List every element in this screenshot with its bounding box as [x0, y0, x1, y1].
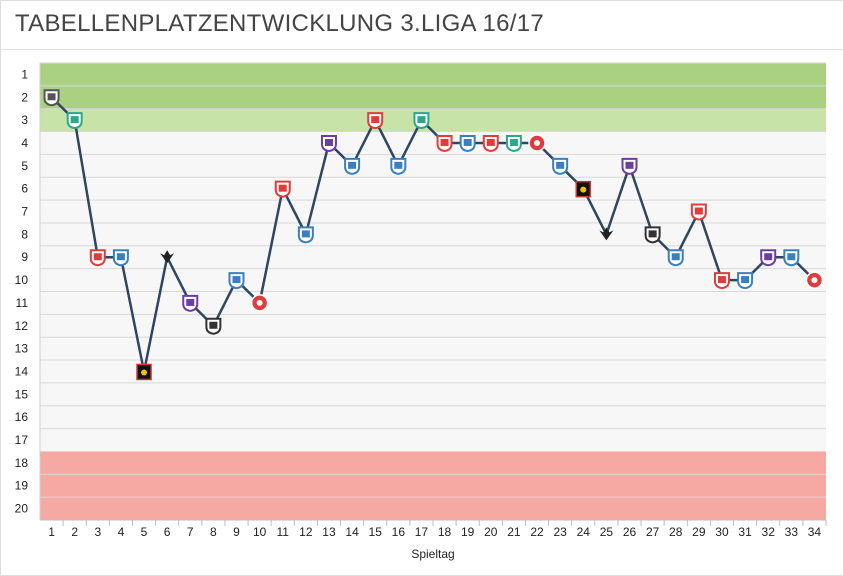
x-tick-label: 34	[808, 525, 822, 539]
data-point-marker-detail	[348, 161, 357, 169]
data-point-marker-detail	[764, 253, 773, 261]
y-tick-label: 4	[21, 136, 28, 150]
y-tick-label: 16	[15, 410, 29, 424]
y-tick-label: 1	[21, 67, 28, 81]
data-point-marker-detail	[141, 369, 148, 376]
x-tick-label: 25	[600, 525, 614, 539]
y-tick-label: 8	[21, 227, 28, 241]
y-tick-label: 6	[21, 182, 28, 196]
data-point-marker-detail	[671, 253, 680, 261]
chart-title: TABELLENPLATZENTWICKLUNG 3.LIGA 16/17	[15, 10, 545, 37]
data-point-marker-detail	[417, 116, 426, 124]
y-tick-label: 20	[15, 502, 29, 516]
data-point-marker-detail	[394, 161, 403, 169]
x-tick-label: 31	[738, 525, 752, 539]
data-point-marker-detail	[116, 253, 125, 261]
x-tick-label: 19	[461, 525, 475, 539]
data-point-marker-detail	[371, 116, 380, 124]
data-point-marker-detail	[556, 161, 565, 169]
data-point-marker-detail	[787, 253, 796, 261]
y-tick-label: 9	[21, 250, 28, 264]
x-tick-label: 18	[438, 525, 452, 539]
x-tick-label: 14	[345, 525, 359, 539]
data-point-marker-detail	[534, 139, 541, 146]
x-tick-label: 2	[71, 525, 78, 539]
data-point-marker-detail	[486, 138, 495, 146]
y-tick-label: 17	[15, 433, 29, 447]
y-tick-label: 5	[21, 159, 28, 173]
x-tick-label: 24	[577, 525, 591, 539]
x-tick-label: 7	[187, 525, 194, 539]
data-point-marker-detail	[580, 186, 587, 193]
band-3	[40, 451, 826, 520]
x-tick-label: 23	[553, 525, 567, 539]
title-divider	[1, 49, 843, 50]
x-tick-label: 21	[507, 525, 521, 539]
data-point-marker-detail	[256, 299, 263, 306]
x-tick-label: 13	[322, 525, 336, 539]
data-point-marker-detail	[811, 277, 818, 284]
data-point-marker-detail	[440, 138, 449, 146]
x-tick-label: 1	[48, 525, 55, 539]
data-point-marker-detail	[741, 276, 750, 284]
x-tick-label: 4	[118, 525, 125, 539]
x-tick-label: 6	[164, 525, 171, 539]
data-point-marker-detail	[70, 116, 79, 124]
y-tick-label: 18	[15, 456, 29, 470]
x-tick-label: 12	[299, 525, 313, 539]
x-tick-label: 10	[253, 525, 267, 539]
y-tick-label: 14	[15, 364, 29, 378]
y-tick-label: 11	[16, 296, 29, 310]
data-point-marker-detail	[324, 138, 333, 146]
data-point-marker-detail	[186, 298, 195, 306]
y-tick-label: 19	[15, 479, 29, 493]
x-tick-label: 5	[141, 525, 148, 539]
data-point-marker-detail	[625, 161, 634, 169]
data-point-marker-detail	[47, 93, 56, 101]
x-tick-label: 8	[210, 525, 217, 539]
y-tick-label: 7	[21, 205, 28, 219]
x-tick-label: 29	[692, 525, 706, 539]
data-point-marker-detail	[463, 138, 472, 146]
x-tick-label: 17	[415, 525, 429, 539]
y-tick-label: 2	[21, 90, 28, 104]
data-point-marker-detail	[694, 207, 703, 215]
x-tick-label: 11	[277, 525, 290, 539]
x-tick-label: 20	[484, 525, 498, 539]
data-point-marker-detail	[232, 276, 241, 284]
x-tick-label: 28	[669, 525, 683, 539]
y-tick-label: 15	[15, 387, 29, 401]
data-point-marker-detail	[648, 230, 657, 238]
x-tick-label: 15	[369, 525, 383, 539]
data-point-marker-detail	[93, 253, 102, 261]
y-tick-label: 12	[15, 319, 29, 333]
series-line	[50, 96, 816, 373]
x-tick-label: 9	[233, 525, 240, 539]
x-tick-label: 30	[715, 525, 729, 539]
data-point-marker-detail	[509, 138, 518, 146]
y-tick-label: 13	[15, 342, 29, 356]
x-tick-label: 33	[785, 525, 799, 539]
data-point-marker-detail	[209, 321, 218, 329]
y-tick-label: 10	[15, 273, 29, 287]
x-tick-label: 32	[762, 525, 776, 539]
y-tick-label: 3	[21, 113, 28, 127]
data-point-marker	[160, 250, 175, 264]
data-point-marker	[599, 227, 614, 241]
data-point-marker-detail	[278, 184, 287, 192]
x-tick-label: 26	[623, 525, 637, 539]
x-axis-label: Spieltag	[411, 547, 454, 561]
x-tick-label: 27	[646, 525, 660, 539]
x-tick-label: 16	[392, 525, 406, 539]
x-tick-label: 3	[94, 525, 101, 539]
data-point-marker-detail	[717, 276, 726, 284]
x-tick-label: 22	[530, 525, 544, 539]
band-1	[40, 108, 826, 132]
data-point-marker-detail	[301, 230, 310, 238]
